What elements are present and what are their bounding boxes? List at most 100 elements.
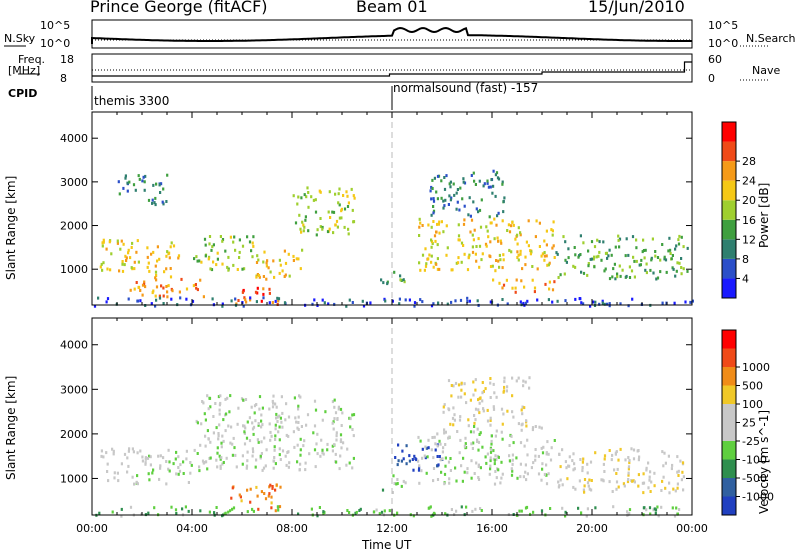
data-cell (124, 174, 127, 178)
data-cell (382, 281, 385, 285)
data-cell (541, 462, 544, 466)
data-cell (397, 459, 400, 463)
data-cell (551, 229, 554, 233)
data-cell (427, 438, 430, 442)
data-cell (168, 460, 171, 464)
colorbar-swatch-1 (722, 478, 736, 497)
data-cell (436, 222, 439, 226)
data-cell (661, 243, 664, 246)
data-cell (287, 465, 290, 469)
data-cell (334, 411, 338, 415)
data-cell (335, 431, 338, 435)
data-cell (481, 391, 484, 395)
data-cell (447, 460, 451, 464)
data-cell (528, 376, 531, 380)
data-cell (246, 488, 249, 492)
data-cell (525, 240, 528, 244)
data-cell (551, 233, 554, 237)
data-cell (219, 235, 222, 238)
data-cell (268, 287, 271, 291)
colorbar-swatch-1 (722, 258, 736, 279)
data-cell (158, 296, 162, 300)
data-cell (619, 447, 622, 451)
data-cell (482, 409, 485, 413)
freq-tick-bottom: 8 (60, 72, 67, 85)
data-cell (212, 415, 215, 418)
data-cell (129, 505, 133, 509)
data-cell (511, 220, 514, 224)
data-cell (531, 426, 535, 430)
data-cell (319, 217, 322, 220)
data-cell (436, 257, 439, 261)
data-cell (243, 442, 247, 446)
data-cell (117, 180, 120, 184)
data-cell (133, 260, 136, 264)
data-cell (126, 189, 129, 193)
data-cell (220, 456, 223, 460)
data-cell (468, 196, 471, 200)
data-cell (438, 220, 441, 224)
data-cell (449, 180, 452, 184)
data-cell (185, 449, 188, 453)
data-cell (589, 257, 592, 261)
data-cell (463, 252, 466, 256)
data-cell (347, 201, 350, 205)
data-cell (255, 261, 259, 264)
data-cell (120, 239, 123, 243)
data-cell (652, 271, 655, 275)
freq-tick-top: 18 (60, 53, 74, 66)
data-cell (101, 268, 104, 272)
data-cell (175, 472, 178, 476)
data-cell (299, 395, 302, 399)
data-cell (452, 406, 455, 410)
data-cell (648, 475, 651, 479)
data-cell (618, 245, 621, 249)
data-cell (331, 400, 334, 404)
data-cell (644, 248, 647, 252)
data-cell (582, 488, 585, 492)
data-cell (335, 460, 338, 464)
data-cell (675, 506, 678, 510)
data-cell (147, 261, 150, 265)
data-cell (229, 394, 232, 398)
data-cell (206, 429, 209, 433)
data-cell (530, 250, 533, 254)
data-cell (328, 190, 331, 194)
data-cell (351, 413, 354, 417)
data-cell (248, 240, 252, 244)
data-cell (505, 278, 508, 282)
data-cell (316, 452, 319, 456)
data-cell (340, 446, 343, 450)
data-cell (427, 446, 430, 450)
data-cell (129, 288, 132, 292)
data-cell (463, 392, 466, 396)
data-cell (627, 467, 630, 471)
data-cell (321, 298, 324, 302)
data-cell (648, 506, 652, 510)
data-cell (216, 257, 219, 261)
data-cell (141, 179, 144, 183)
data-cell (408, 298, 411, 302)
data-cell (194, 283, 197, 286)
data-cell (489, 240, 492, 244)
data-cell (238, 238, 241, 242)
data-cell (477, 476, 480, 479)
data-cell (337, 192, 340, 196)
data-cell (604, 267, 607, 271)
data-cell (465, 401, 468, 405)
data-cell (435, 230, 438, 234)
data-cell (540, 426, 543, 430)
data-cell (490, 434, 493, 438)
data-cell (204, 254, 207, 258)
data-cell (263, 436, 266, 440)
data-cell (321, 448, 324, 452)
data-cell (649, 490, 652, 493)
data-cell (482, 389, 485, 393)
data-cell (460, 381, 463, 385)
data-cell (650, 480, 653, 484)
data-cell (215, 458, 218, 462)
data-cell (469, 430, 473, 434)
xtick-label-2: 08:00 (276, 522, 308, 535)
